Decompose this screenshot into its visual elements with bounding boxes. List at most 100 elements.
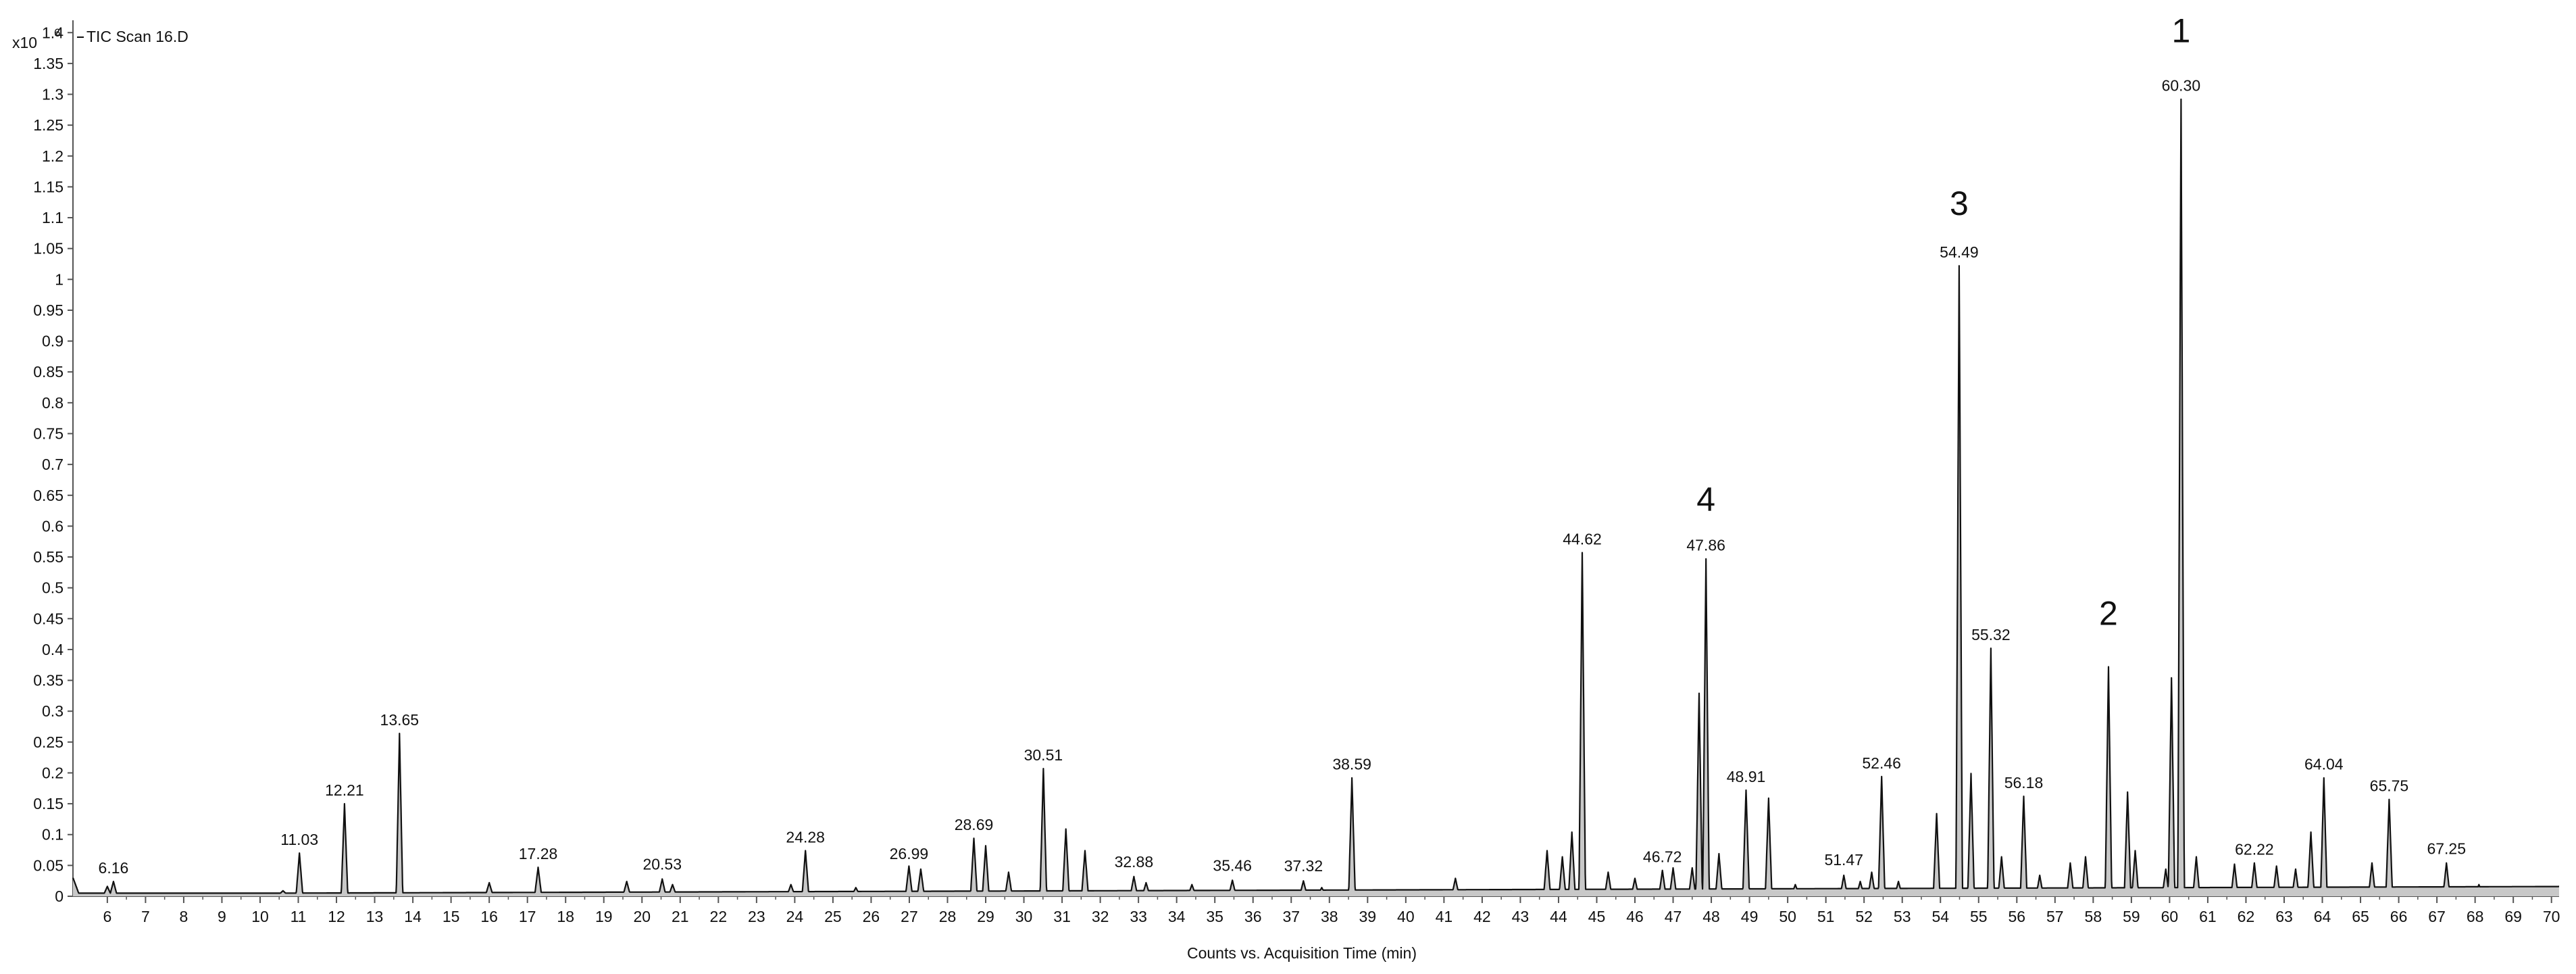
y-tick-label: 1.4 [42,24,64,41]
y-tick-label: 0.4 [42,641,64,658]
peak-label: 38.59 [1332,756,1371,773]
y-tick-label: 1.1 [42,209,64,226]
x-tick-label: 70 [2543,908,2560,925]
peak-label: 48.91 [1727,768,1766,785]
x-tick-label: 60 [2161,908,2179,925]
peak-label: 65.75 [2370,777,2409,795]
peak-label: 64.04 [2304,756,2344,773]
axes [72,20,2559,897]
y-tick-label: 0.15 [33,795,64,812]
x-tick-label: 16 [480,908,498,925]
x-tick-label: 44 [1550,908,1567,925]
peak-annotations: 1 2 3 4 [1696,11,2190,632]
x-tick-label: 14 [404,908,422,925]
y-axis-ticks: 0 0.05 0.1 0.15 0.2 0.25 0.3 0.35 0.4 0.45 0.5 0.55… [33,24,73,905]
x-tick-label: 62 [2238,908,2255,925]
peak-label: 54.49 [1940,243,1979,261]
x-tick-label: 13 [366,908,384,925]
y-tick-label: 0.2 [42,764,64,781]
y-tick-label: 0 [55,887,64,905]
y-scale-exponent: 6 [54,26,60,39]
x-tick-label: 64 [2314,908,2331,925]
y-tick-label: 0.7 [42,456,64,473]
peak-label: 37.32 [1284,857,1323,875]
x-tick-label: 9 [218,908,226,925]
y-tick-label: 1.15 [33,178,64,195]
y-tick-label: 0.3 [42,702,64,720]
y-tick-label: 0.65 [33,487,64,504]
y-tick-label: 0.1 [42,826,64,844]
x-tick-label: 23 [748,908,765,925]
x-tick-label: 59 [2123,908,2140,925]
x-tick-label: 37 [1282,908,1300,925]
x-tick-label: 50 [1779,908,1796,925]
x-tick-label: 52 [1855,908,1873,925]
y-tick-label: 0.05 [33,856,64,874]
y-tick-label: 0.5 [42,579,64,597]
peak-label: 11.03 [280,831,318,848]
y-tick-label: 0.6 [42,517,64,535]
y-axis-scale-label: x10 6 [12,26,60,51]
trace-line [72,98,2560,894]
x-axis-ticks: 6 7 8 9 10 11 12 13 14 15 16 17 18 19 20 21 22 23 24 25 26 27… [103,896,2560,925]
peak-label: 62.22 [2235,841,2274,858]
x-tick-label: 22 [710,908,728,925]
x-tick-label: 69 [2504,908,2522,925]
y-scale-base: x10 [12,34,37,51]
y-tick-label: 1.25 [33,116,64,134]
x-axis-title: Counts vs. Acquisition Time (min) [1187,944,1417,962]
y-tick-label: 1.05 [33,240,64,258]
peak-label: 51.47 [1824,851,1863,869]
y-tick-label: 0.35 [33,672,64,689]
x-tick-label: 30 [1015,908,1033,925]
x-tick-label: 32 [1092,908,1109,925]
peak-label: 17.28 [519,845,558,862]
x-tick-label: 19 [595,908,613,925]
x-tick-label: 57 [2046,908,2064,925]
x-tick-label: 39 [1359,908,1377,925]
y-tick-label: 1.3 [42,86,64,103]
x-tick-label: 12 [328,908,345,925]
x-tick-label: 15 [443,908,460,925]
x-tick-label: 47 [1665,908,1682,925]
y-tick-label: 0.95 [33,301,64,319]
trace-legend: TIC Scan 16.D [77,28,188,45]
x-tick-label: 54 [1931,908,1949,925]
peak-label: 12.21 [325,781,364,799]
peak-label: 26.99 [890,845,929,862]
peak-label: 30.51 [1024,746,1063,764]
x-tick-label: 33 [1130,908,1147,925]
x-tick-label: 63 [2275,908,2293,925]
y-tick-label: 0.75 [33,424,64,442]
peak-label: 20.53 [642,855,682,873]
x-tick-label: 42 [1473,908,1491,925]
x-tick-label: 7 [141,908,150,925]
x-tick-label: 45 [1588,908,1606,925]
peak-labels: 6.16 11.03 12.21 13.65 17.28 20.53 24.28 26.99 2… [99,77,2466,877]
x-tick-label: 43 [1512,908,1530,925]
peak-label: 52.46 [1862,754,1901,772]
peak-label: 13.65 [380,711,420,729]
peak-label: 44.62 [1563,530,1602,547]
x-tick-label: 24 [786,908,804,925]
peak-annotation-2: 2 [2099,595,2118,633]
x-tick-label: 65 [2352,908,2369,925]
peak-label: 60.30 [2162,77,2201,95]
x-tick-label: 35 [1206,908,1223,925]
x-tick-label: 53 [1894,908,1911,925]
y-tick-label: 0.8 [42,394,64,412]
x-tick-label: 46 [1626,908,1644,925]
x-tick-label: 28 [939,908,957,925]
peak-label: 46.72 [1643,848,1682,865]
tic-trace [72,98,2560,896]
y-tick-label: 0.55 [33,548,64,566]
peak-label: 6.16 [99,859,129,877]
x-tick-label: 61 [2199,908,2217,925]
x-tick-label: 25 [824,908,842,925]
x-tick-label: 55 [1970,908,1988,925]
peak-label: 32.88 [1115,853,1154,871]
peak-annotation-3: 3 [1950,185,1969,222]
x-tick-label: 68 [2467,908,2484,925]
